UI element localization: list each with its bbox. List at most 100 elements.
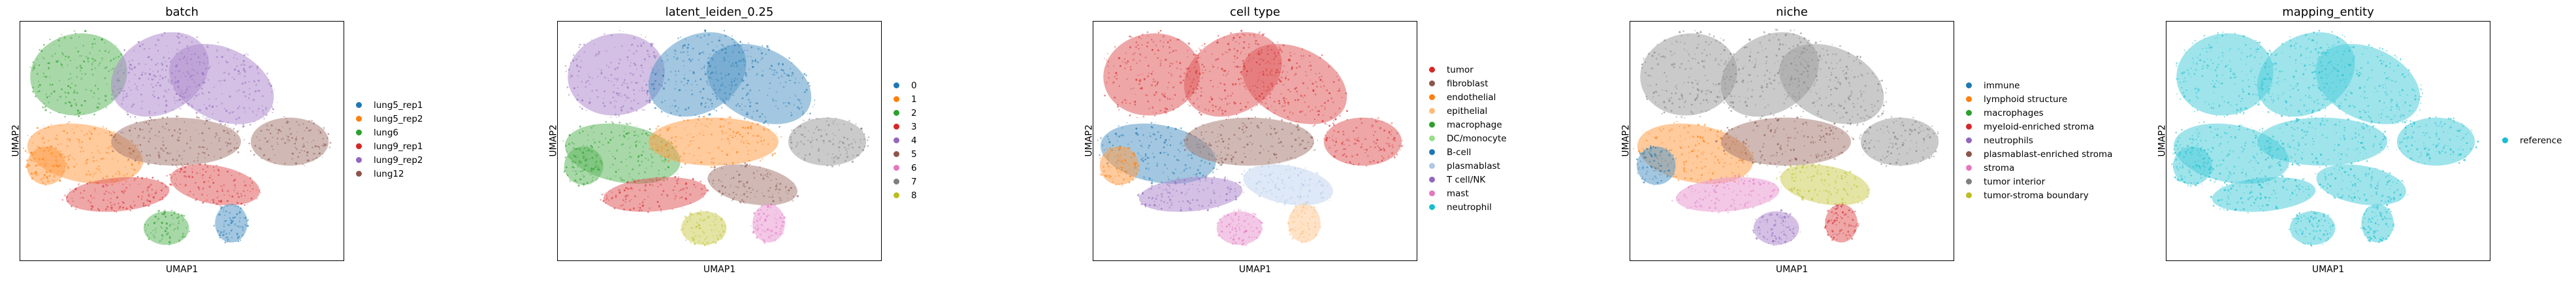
scatter-point: [32, 154, 34, 156]
scatter-point: [684, 90, 686, 91]
scatter-point: [1153, 94, 1156, 96]
scatter-point: [1147, 100, 1150, 103]
scatter-point: [193, 79, 195, 81]
scatter-point: [1225, 199, 1228, 202]
scatter-point: [1248, 168, 1251, 171]
scatter-point: [48, 62, 50, 64]
scatter-point: [592, 125, 594, 127]
scatter-point: [80, 192, 82, 194]
scatter-point: [1299, 195, 1302, 198]
scatter-point: [1382, 157, 1385, 160]
scatter-point: [227, 190, 229, 192]
scatter-point: [155, 147, 157, 149]
scatter-point: [1344, 148, 1347, 150]
scatter-point: [642, 200, 644, 203]
scatter-point: [285, 135, 287, 137]
scatter-point: [1338, 79, 1340, 81]
scatter-point: [120, 88, 121, 90]
scatter-point: [624, 94, 626, 96]
scatter-point: [744, 87, 746, 89]
scatter-point: [1317, 222, 1319, 224]
scatter-point: [123, 72, 125, 75]
scatter-point: [139, 151, 141, 153]
scatter-point: [308, 130, 311, 132]
scatter-point: [102, 126, 105, 128]
scatter-point: [765, 120, 767, 122]
scatter-point: [176, 179, 178, 181]
scatter-point: [1256, 104, 1259, 106]
scatter-point: [739, 68, 741, 70]
scatter-point: [1236, 50, 1239, 52]
scatter-point: [711, 103, 713, 105]
scatter-point: [1308, 233, 1310, 236]
scatter-point: [799, 125, 801, 127]
scatter-point: [1281, 105, 1284, 107]
scatter-point: [1310, 69, 1312, 71]
scatter-point: [101, 38, 103, 41]
scatter-point: [1259, 195, 1261, 198]
scatter-point: [1189, 146, 1191, 148]
scatter-point: [231, 111, 234, 114]
legend-item: 3: [894, 120, 917, 133]
scatter-point: [1343, 143, 1345, 146]
scatter-point: [735, 150, 739, 154]
scatter-point: [818, 160, 820, 162]
scatter-point: [867, 136, 870, 139]
scatter-point: [721, 228, 724, 230]
scatter-point: [1351, 155, 1353, 158]
scatter-point: [662, 176, 665, 178]
scatter-point: [1278, 102, 1281, 105]
scatter-point: [796, 106, 799, 109]
scatter-point: [278, 129, 280, 132]
scatter-point: [168, 129, 170, 132]
scatter-point: [1291, 112, 1294, 115]
scatter-point: [322, 138, 324, 140]
scatter-point: [262, 95, 264, 97]
point-cluster: [750, 203, 786, 244]
scatter-point: [1346, 118, 1348, 121]
scatter-point: [681, 196, 683, 198]
scatter-point: [1159, 40, 1161, 42]
panel-title: niche: [1776, 5, 1808, 19]
scatter-point: [1306, 201, 1308, 203]
scatter-point: [1135, 128, 1138, 130]
scatter-point: [61, 199, 63, 201]
scatter-point: [1221, 230, 1223, 233]
scatter-point: [688, 58, 690, 61]
scatter-point: [1227, 73, 1229, 75]
scatter-point: [1271, 193, 1273, 195]
scatter-point: [579, 66, 581, 69]
scatter-point: [1138, 140, 1140, 142]
scatter-point: [259, 148, 262, 150]
scatter-point: [619, 191, 621, 194]
scatter-point: [1220, 151, 1222, 153]
scatter-point: [611, 80, 613, 82]
scatter-point: [147, 56, 149, 58]
scatter-point: [1327, 131, 1328, 132]
scatter-point: [1300, 232, 1302, 234]
scatter-point: [582, 130, 584, 133]
scatter-point: [1339, 115, 1341, 117]
scatter-point: [1364, 152, 1366, 154]
scatter-point: [1147, 163, 1149, 165]
scatter-point: [133, 168, 135, 171]
scatter-point: [594, 54, 598, 56]
scatter-point: [625, 95, 627, 97]
scatter-point: [565, 71, 567, 73]
scatter-point: [708, 84, 710, 86]
scatter-point: [626, 86, 628, 88]
scatter-point: [710, 118, 713, 122]
scatter-point: [161, 182, 163, 185]
scatter-point: [1710, 41, 1712, 43]
scatter-point: [709, 224, 711, 226]
scatter-point: [693, 136, 694, 137]
scatter-point: [153, 78, 155, 80]
scatter-point: [689, 193, 692, 196]
scatter-point: [110, 204, 113, 207]
scatter-point: [751, 122, 754, 124]
scatter-point: [220, 185, 223, 188]
scatter-point: [1242, 239, 1244, 241]
scatter-point: [722, 132, 724, 134]
scatter-point: [648, 55, 651, 58]
legend-marker: [894, 179, 899, 185]
